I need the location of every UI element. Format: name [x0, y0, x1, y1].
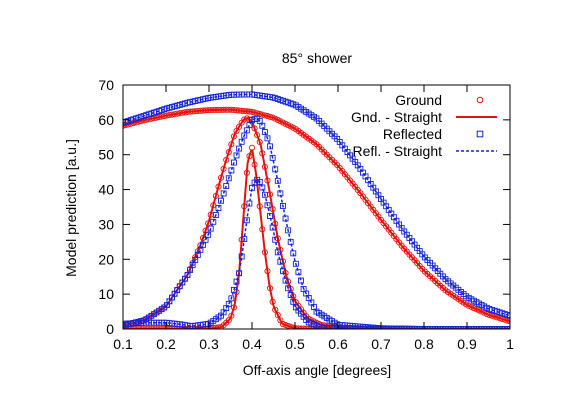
series-reflected-3: [123, 91, 510, 319]
reflected-point: [228, 167, 235, 174]
x-axis-label: Off-axis angle [degrees]: [243, 362, 391, 378]
y-tick-label: 0: [106, 321, 114, 337]
reflected-point: [212, 212, 219, 218]
x-tick-label: 0.2: [156, 336, 176, 352]
reflected-point: [236, 145, 243, 152]
reflected-point: [259, 184, 266, 191]
plot-frame: [122, 84, 511, 330]
reflected-point: [228, 295, 235, 302]
y-tick-label: 20: [98, 251, 114, 267]
reflected-point: [238, 138, 245, 145]
plot-inner: [123, 91, 510, 329]
x-tick-label: 1: [506, 336, 514, 352]
legend-label: Gnd. - Straight: [351, 109, 442, 125]
ground-point: [225, 317, 232, 324]
reflected-point: [220, 190, 227, 197]
x-tick-label: 0.3: [199, 336, 219, 352]
reflected-point: [285, 285, 292, 292]
x-tick-label: 0.8: [414, 336, 434, 352]
y-tick-label: 50: [98, 147, 114, 163]
reflected-point: [269, 154, 276, 161]
x-tick-label: 0.5: [285, 336, 305, 352]
reflected-straight-line: [123, 178, 510, 329]
x-tick-label: 0.1: [113, 336, 133, 352]
reflected-straight-line: [123, 93, 510, 317]
reflected-point: [225, 300, 232, 307]
y-tick-label: 40: [98, 182, 114, 198]
plot-area: [123, 91, 510, 329]
reflected-point: [274, 177, 281, 184]
ground-straight-line: [123, 108, 510, 323]
reflected-point: [261, 191, 268, 198]
legend-label: Reflected: [383, 126, 442, 142]
y-tick-label: 60: [98, 112, 114, 128]
reflected-point: [205, 231, 212, 238]
reflected-point: [241, 236, 248, 243]
x-tick-label: 0.6: [328, 336, 348, 352]
ground-straight-line: [123, 149, 510, 329]
reflected-point: [218, 197, 224, 204]
reflected-straight-line: [123, 117, 510, 329]
y-tick-label: 10: [98, 286, 114, 302]
legend-label: Ground: [395, 92, 442, 108]
reflected-point: [215, 205, 222, 211]
ground-point: [274, 312, 281, 319]
ground-point: [272, 306, 279, 313]
axis-ticks: 0.1 0.2 0.3 0.4 0.5 0.6 0.7 0.8 0.9 1010203040506…: [98, 77, 514, 352]
reflected-point: [285, 227, 292, 234]
reflected-point: [292, 260, 299, 267]
reflected-point: [287, 292, 294, 298]
reflected-point: [256, 178, 263, 185]
y-tick-label: 30: [98, 216, 114, 232]
reflected-point: [210, 218, 217, 225]
y-axis-label: Model prediction [a.u.]: [63, 139, 79, 277]
chart-title: 85° shower: [282, 50, 353, 66]
reflected-point: [264, 135, 271, 142]
legend-swatch-square: [476, 130, 484, 138]
legend-label: Refl. - Straight: [353, 143, 443, 159]
reflected-point: [290, 298, 297, 305]
legend-swatch-circle: [476, 96, 484, 104]
reflected-point: [264, 202, 271, 209]
reflected-point: [230, 159, 237, 166]
x-tick-label: 0.9: [457, 336, 477, 352]
reflected-point: [233, 152, 240, 159]
reflected-point: [225, 175, 232, 182]
reflected-point: [259, 122, 266, 129]
reflected-point: [507, 312, 510, 319]
reflected-point: [246, 122, 253, 129]
x-tick-label: 0.4: [242, 336, 262, 352]
reflected-point: [223, 183, 230, 190]
reflected-point: [261, 129, 268, 136]
series-ground-2: [123, 144, 510, 329]
reflected-point: [207, 225, 214, 232]
reflected-point: [243, 217, 250, 224]
x-tick-label: 0.7: [371, 336, 391, 352]
y-tick-label: 70: [98, 77, 114, 93]
reflected-point: [280, 203, 286, 209]
